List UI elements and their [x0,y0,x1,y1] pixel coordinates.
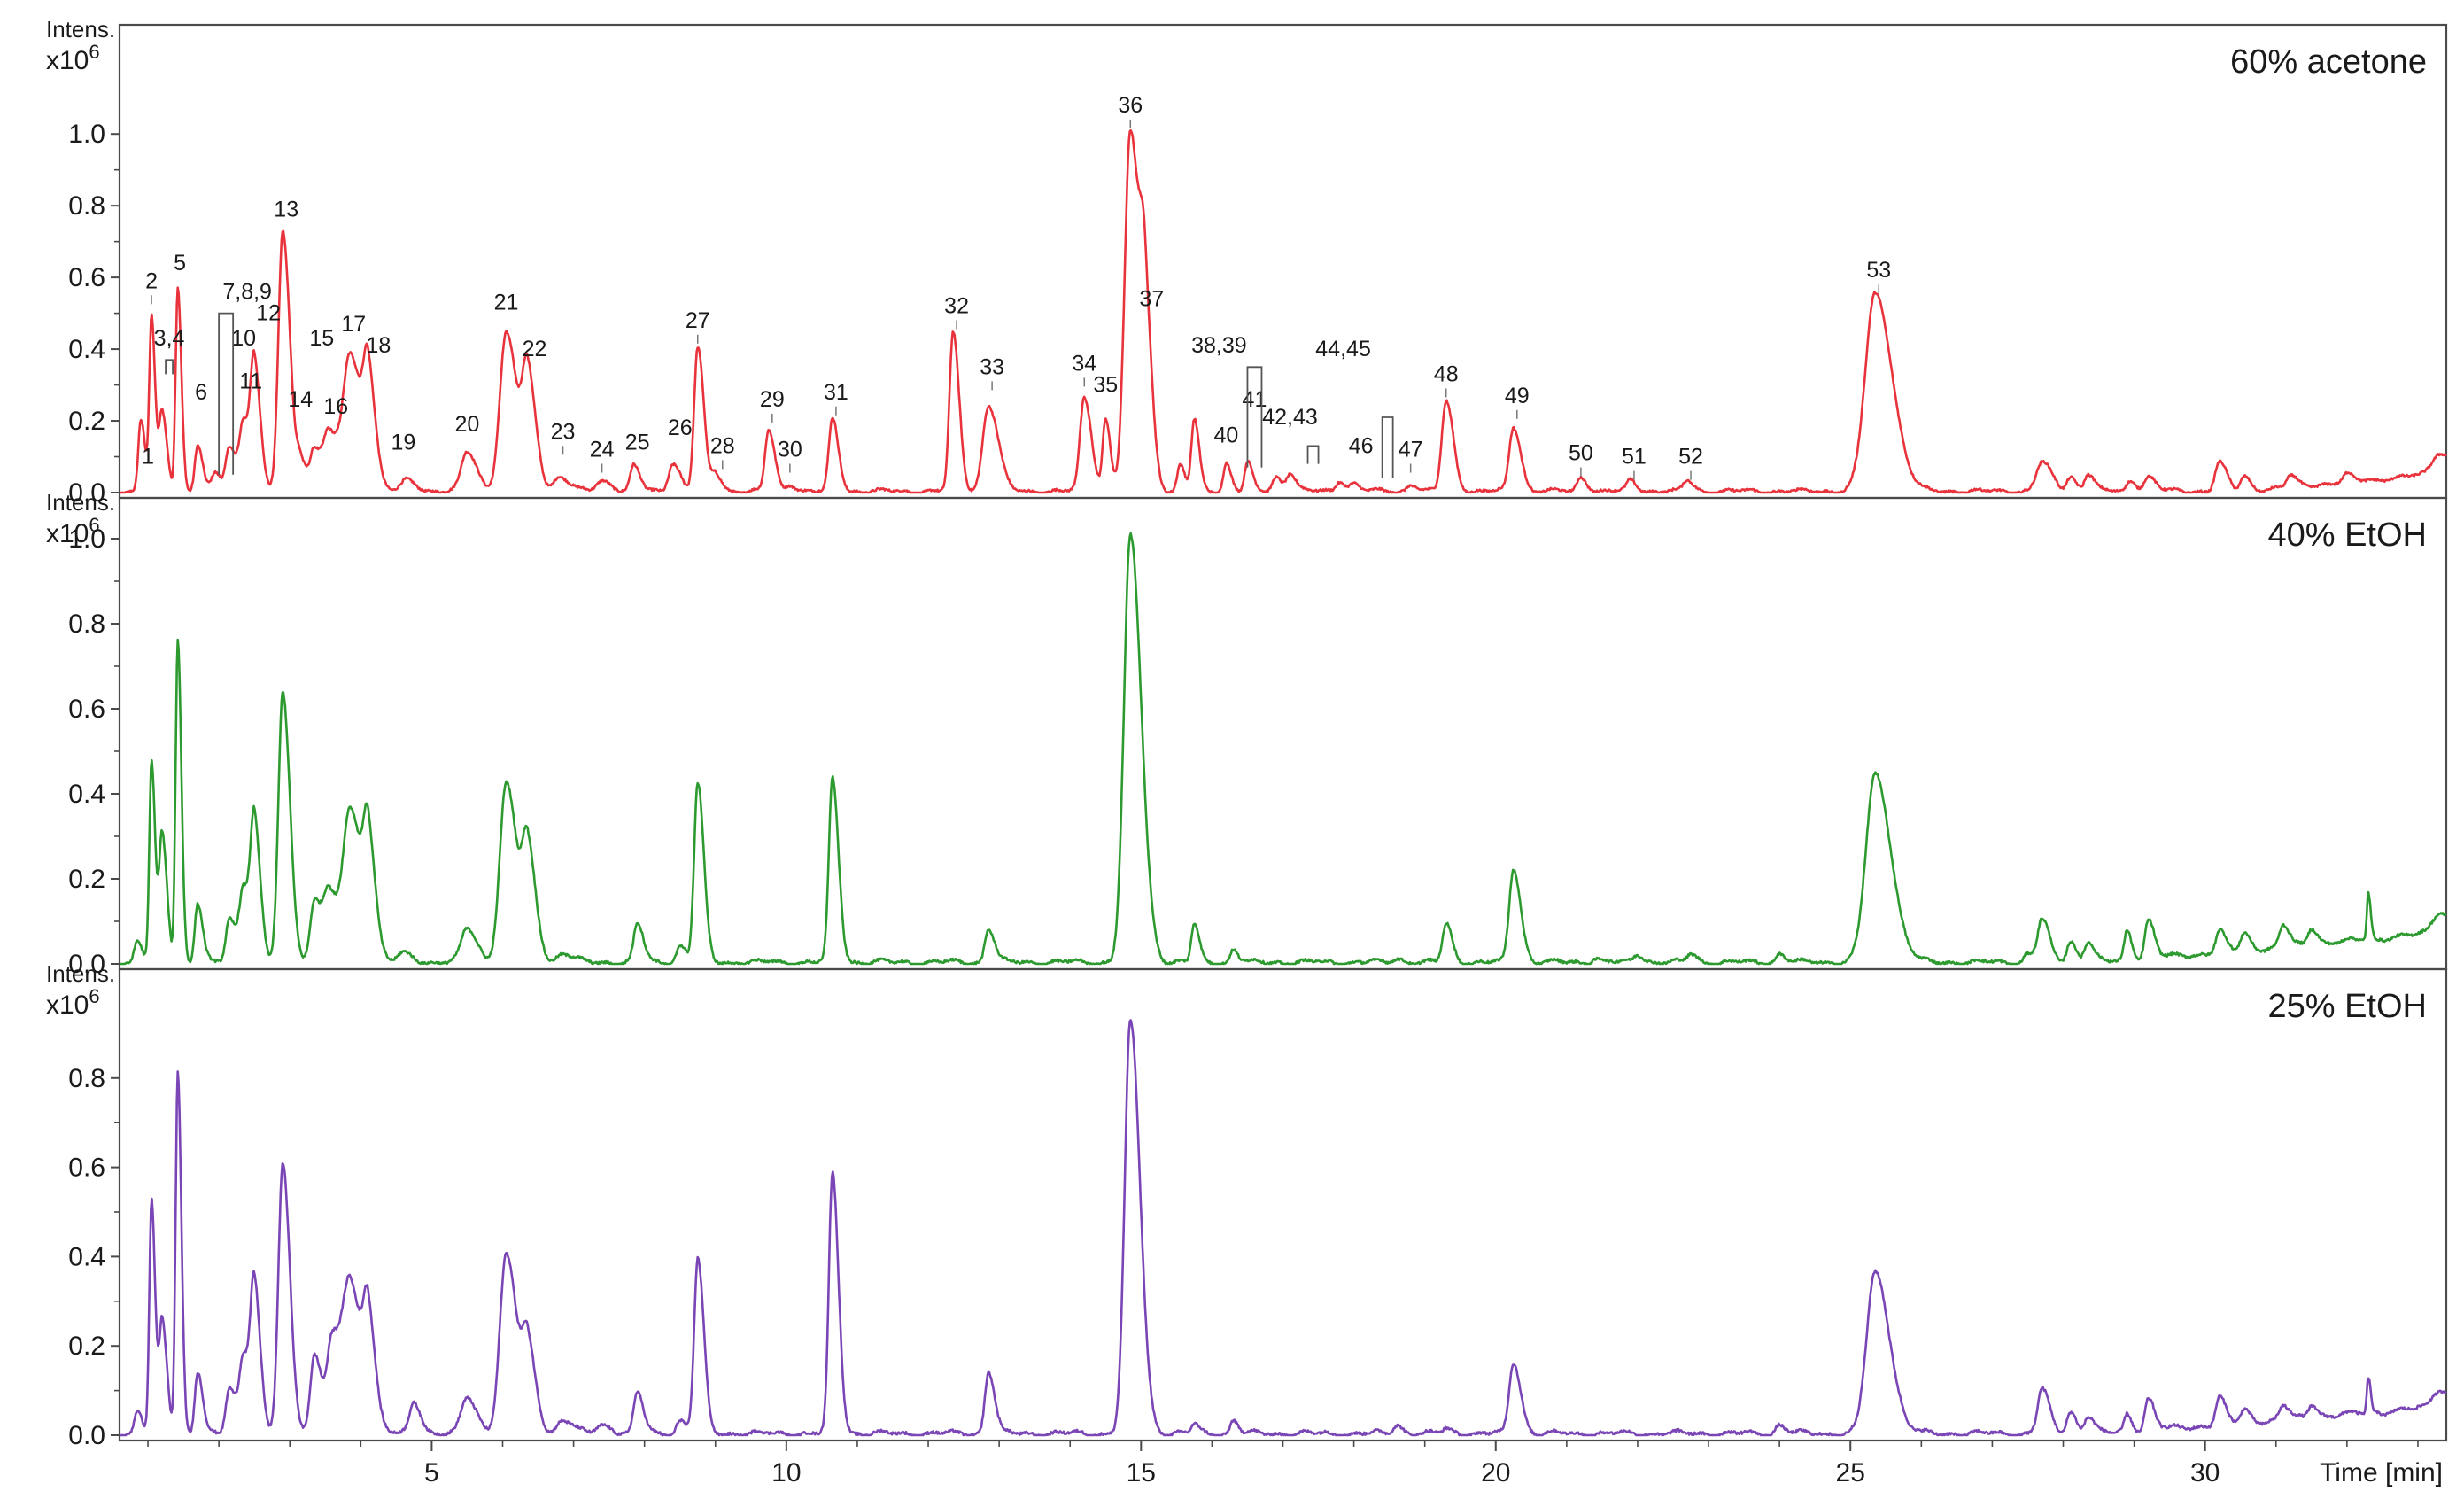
peak-label: 19 [391,430,415,454]
peak-label: 23 [551,419,576,444]
peak-label: 18 [366,333,391,358]
y-tick-label: 0.8 [68,191,105,221]
y-tick-label: 0.2 [68,1332,105,1361]
y-tick-label: 0.8 [68,610,105,639]
peak-group-bracket [1381,416,1394,478]
peak-label: 40 [1214,423,1239,447]
y-axis-label: Intens. [46,960,115,987]
y-axis-unit-exponent: 6 [89,514,99,536]
peak-label: 32 [944,294,969,319]
peak-label: 52 [1678,445,1703,470]
y-axis-label: Intens. [46,489,115,516]
peak-label: 13 [274,197,298,221]
y-tick-label: 1.0 [68,120,105,149]
peak-label: 46 [1349,433,1374,458]
peak-label: 26 [668,416,693,440]
y-tick-label: 0.8 [68,1064,105,1093]
peak-label: 1 [142,445,154,470]
panel-title: 60% acetone [2230,43,2427,81]
panel-title: 40% EtOH [2267,516,2427,554]
peak-label: 5 [174,251,186,276]
peak-label: 22 [523,337,547,361]
y-tick-label: 0.0 [68,478,105,508]
y-tick-label: 0.4 [68,780,105,809]
x-tick-label: 5 [424,1458,439,1487]
peak-label: 36 [1118,93,1143,118]
peak-label: 25 [625,430,650,454]
y-tick-label: 0.6 [68,695,105,724]
peak-label: 20 [455,412,480,437]
peak-label: 35 [1093,373,1118,398]
peak-label: 14 [288,387,313,412]
peak-label: 17 [341,312,366,337]
peak-label: 44,45 [1315,337,1371,361]
peak-label: 34 [1072,351,1096,376]
peak-label: 16 [323,394,348,419]
x-tick-label: 20 [1481,1458,1510,1487]
peak-label: 24 [590,438,615,462]
y-tick-label: 0.4 [68,335,105,364]
peak-group-bracket [1306,445,1320,464]
peak-label: 28 [710,433,735,458]
x-tick-label: 15 [1127,1458,1156,1487]
peak-label: 6 [195,380,207,405]
peak-label: 15 [309,326,334,351]
y-tick-label: 0.2 [68,865,105,894]
y-axis-unit-exponent: 6 [89,41,99,63]
panel-title: 25% EtOH [2267,988,2427,1025]
panel-acetone: 0.0 0.2 0.4 0.6 0.8 1.0 Intens.x106 60% acetone… [46,16,2448,508]
x-tick-label: 30 [2190,1458,2220,1487]
peak-label: 30 [778,438,802,462]
peak-label: 53 [1866,258,1891,283]
panel-etoh25: 0.0 0.2 0.4 0.6 0.8 Intens.x106 25% EtOH [46,960,2448,1450]
peak-label: 3,4 [154,326,185,351]
plot-frame [118,496,2448,971]
y-tick-label: 1.0 [68,524,105,554]
peak-label: 37 [1139,287,1164,312]
y-tick-label: 0.0 [68,950,105,979]
peak-label: 29 [760,387,785,412]
peak-label: 7,8,9 [222,279,272,304]
y-axis-label: Intens. [46,16,115,43]
peak-group-bracket [1246,366,1263,468]
peak-label: 38,39 [1191,333,1247,358]
y-tick-label: 0.2 [68,407,105,436]
y-axis-unit-exponent: 6 [89,985,99,1007]
peak-label: 48 [1434,362,1459,387]
peak-group-bracket [218,312,235,475]
y-tick-label: 0.4 [68,1242,105,1271]
peak-label: 50 [1569,441,1593,466]
peak-label: 10 [231,326,256,351]
peak-label: 31 [824,380,848,405]
peak-label: 49 [1505,384,1530,408]
peak-label: 11 [239,369,262,394]
peak-label: 33 [980,354,1004,379]
trace-line [119,129,2448,494]
peak-label: 21 [494,291,519,315]
x-tick-label: 25 [1836,1458,1865,1487]
y-tick-label: 0.0 [68,1421,105,1450]
peak-group-bracket [165,359,174,375]
x-tick-label: 10 [771,1458,801,1487]
plot-frame [118,967,2448,1442]
peak-label: 27 [686,308,710,333]
x-axis-label: Time [min] [2320,1458,2443,1487]
peak-label: 42,43 [1262,405,1318,430]
x-axis: Time [min] 5 10 15 20 25 30 [147,1441,2443,1487]
peak-label: 2 [145,268,158,293]
peak-label: 51 [1622,445,1647,470]
trace-line [119,1019,2447,1437]
y-axis-unit: x106 [46,985,100,1020]
trace-line [119,532,2447,966]
y-axis-unit: x106 [46,41,100,75]
peak-label: 47 [1399,438,1423,462]
y-tick-label: 0.6 [68,1153,105,1183]
peak-label: 41 [1243,387,1267,412]
peak-label: 12 [256,301,281,326]
y-tick-label: 0.6 [68,263,105,292]
